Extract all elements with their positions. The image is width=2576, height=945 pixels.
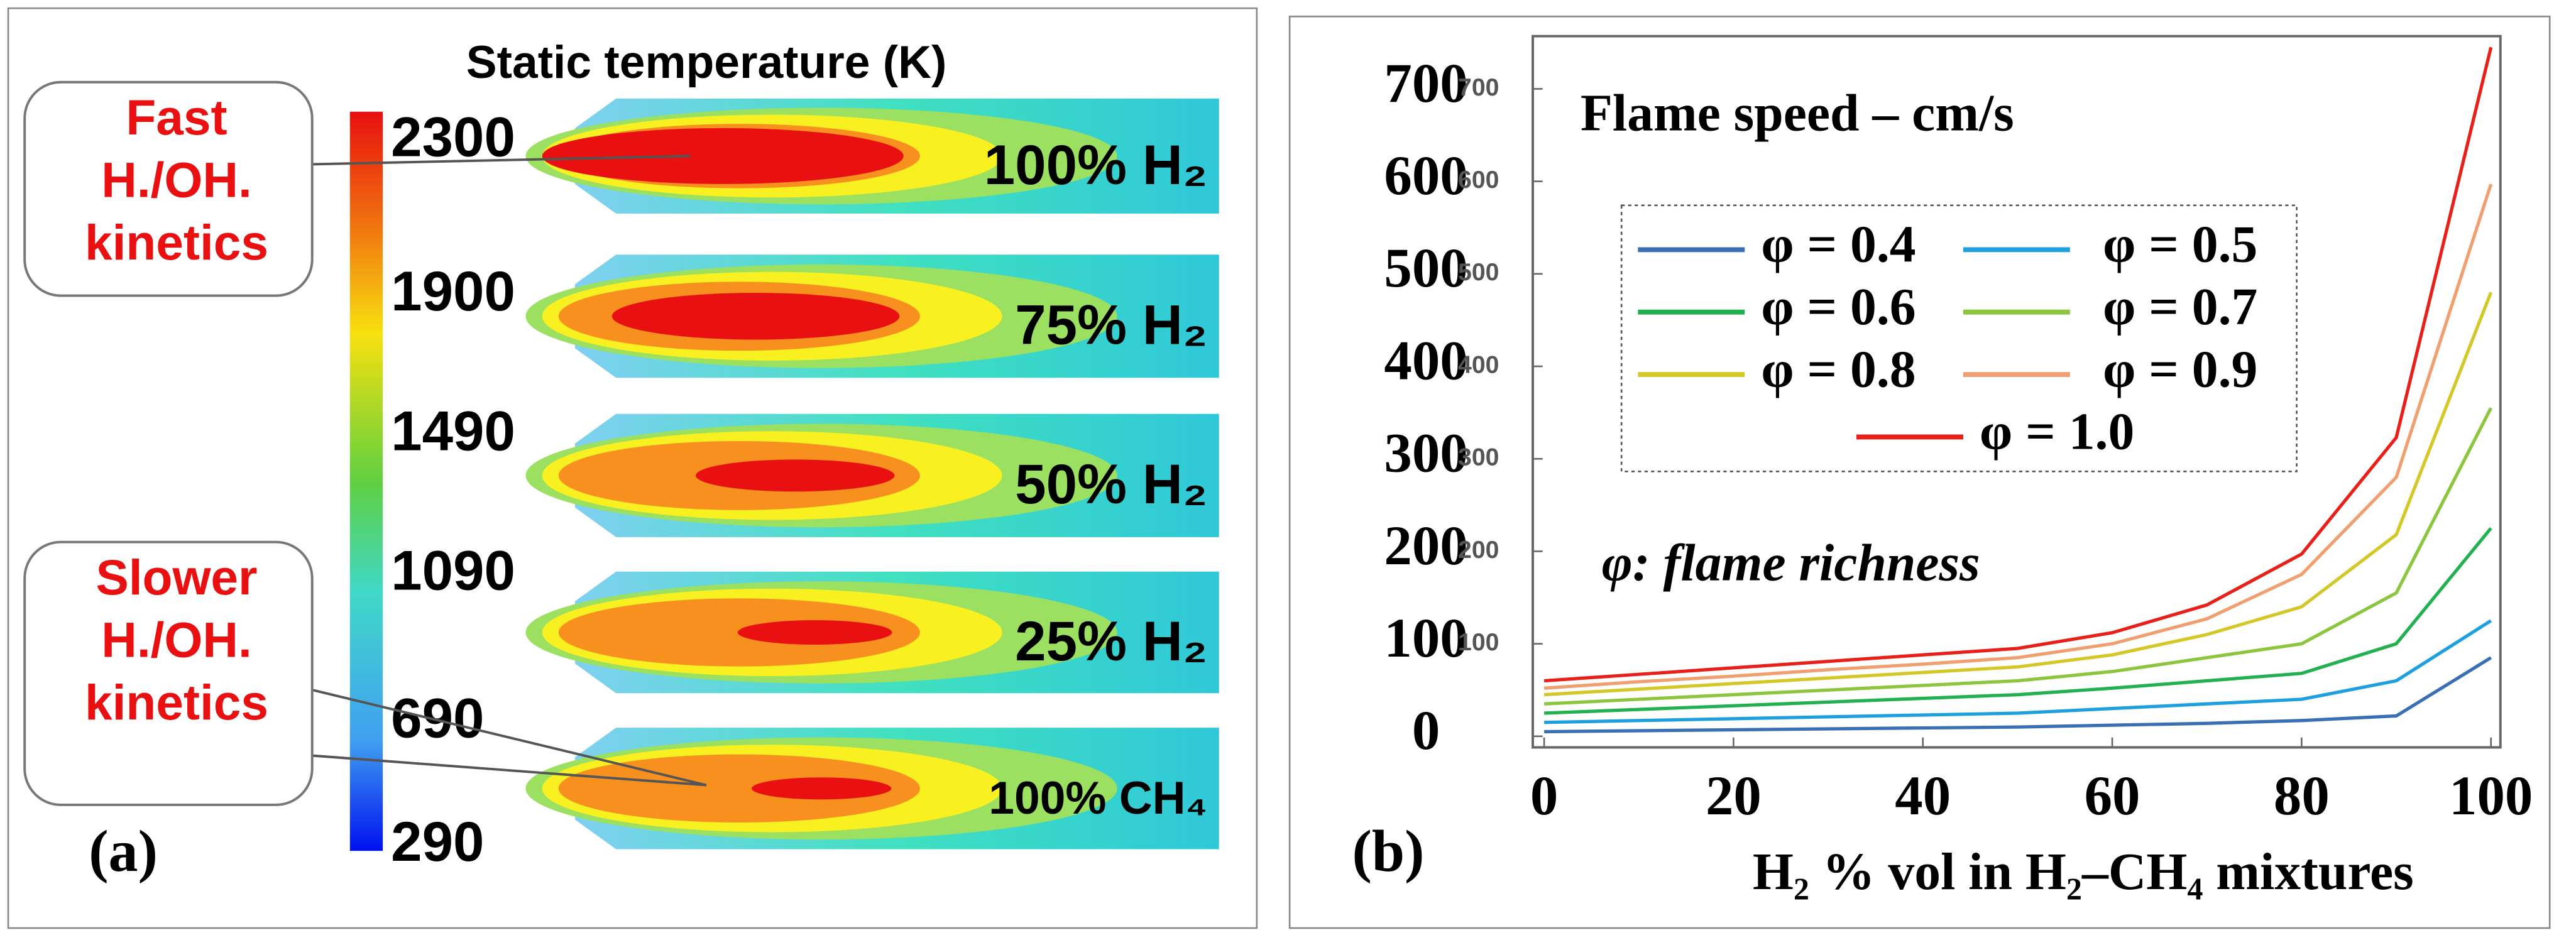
inner-y-tick-label: 600	[1458, 167, 1499, 194]
contours	[525, 98, 1219, 849]
legend-label: φ = 0.9	[2103, 340, 2257, 398]
legend-label: φ = 0.5	[2103, 216, 2257, 274]
y-tick-label: 300	[1384, 423, 1467, 484]
case-label: 75% H₂	[1015, 294, 1207, 356]
panel-b: 0100100200200300300400400500500600600700…	[1352, 35, 2533, 901]
series-line	[1543, 46, 2493, 683]
y-tick-label: 400	[1384, 330, 1467, 391]
inner-y-tick-label: 300	[1458, 444, 1499, 471]
case-label: 50% H₂	[1015, 453, 1207, 515]
callout-box	[23, 540, 314, 806]
panel-a-frame	[7, 7, 1258, 929]
callout-pointer	[312, 689, 707, 787]
zone-red	[696, 459, 895, 492]
series-line	[1544, 656, 2492, 734]
legend-label: φ = 0.7	[2103, 278, 2257, 336]
colorbar	[349, 111, 383, 851]
callout-text: H./OH.	[101, 153, 252, 208]
annotation: Flame speed – cm/s	[1581, 84, 2014, 142]
note: φ: flame richness	[1602, 534, 1980, 593]
panel-label: (a)	[89, 819, 158, 884]
x-tick-label: 60	[2085, 765, 2140, 827]
series-line	[1544, 619, 2492, 724]
x-tick-label: 0	[1530, 765, 1558, 827]
legend-label: φ = 0.6	[1761, 278, 1916, 336]
colorbar-tick-label: 1090	[391, 539, 515, 601]
inner-y-tick-label: 500	[1458, 259, 1499, 286]
colorbar-tick-label: 1900	[391, 260, 515, 322]
panel-a-labels: 100% H₂ 75% H₂ 50% H₂ 25% H₂ 100% CH₄ 2300 190…	[23, 80, 1208, 873]
legend-label: φ = 0.8	[1761, 340, 1916, 398]
colorbar-tick-label: 1490	[391, 400, 515, 462]
colorbar-tick-label: 690	[391, 687, 484, 750]
zone-red	[542, 128, 904, 184]
panel-label: (b)	[1352, 819, 1424, 884]
callout-text: kinetics	[85, 675, 268, 730]
legend-label: φ = 1.0	[1980, 403, 2134, 461]
callout-pointer	[312, 155, 690, 166]
y-tick-label: 0	[1412, 700, 1440, 762]
x-axis-label: H₂ % vol in H₂–CH₄ mixtures	[1753, 843, 2414, 901]
zone-red	[737, 620, 892, 645]
case-label: 100% H₂	[984, 134, 1208, 196]
callout-text: Slower	[96, 550, 257, 605]
inner-y-tick-label: 400	[1458, 351, 1499, 378]
panel-b-frame	[1288, 15, 2551, 929]
legend-label: φ = 0.4	[1761, 216, 1916, 274]
x-tick-label: 80	[2274, 765, 2330, 827]
inner-y-tick-label: 700	[1458, 74, 1499, 101]
series-line	[1543, 527, 2492, 715]
inner-y-tick-label: 100	[1458, 629, 1499, 656]
zone-red	[751, 777, 892, 800]
inner-y-tick-label: 200	[1458, 537, 1499, 564]
case-label: 100% CH₄	[989, 772, 1207, 824]
zone-red	[611, 293, 900, 340]
case-label: 25% H₂	[1015, 610, 1207, 672]
x-tick-label: 100	[2449, 765, 2533, 827]
callout-text: H./OH.	[101, 613, 252, 668]
colorbar-tick-label: 290	[391, 811, 484, 873]
colorbar-title: Static temperature (K)	[466, 36, 947, 88]
colorbar-tick-label: 2300	[391, 106, 515, 168]
y-tick-label: 100	[1384, 608, 1467, 669]
series-line	[1543, 183, 2493, 690]
x-tick-label: 40	[1895, 765, 1951, 827]
y-tick-label: 600	[1384, 145, 1467, 207]
callout-text: kinetics	[85, 215, 268, 270]
series-line	[1543, 292, 2493, 697]
callout-text: Fast	[126, 90, 227, 145]
callout-box	[23, 80, 314, 297]
series-line	[1543, 407, 2493, 706]
x-tick-label: 20	[1706, 765, 1762, 827]
y-tick-label: 200	[1384, 515, 1467, 577]
y-tick-label: 500	[1384, 238, 1467, 299]
y-tick-label: 700	[1384, 53, 1467, 114]
plot-frame	[1532, 35, 2502, 749]
